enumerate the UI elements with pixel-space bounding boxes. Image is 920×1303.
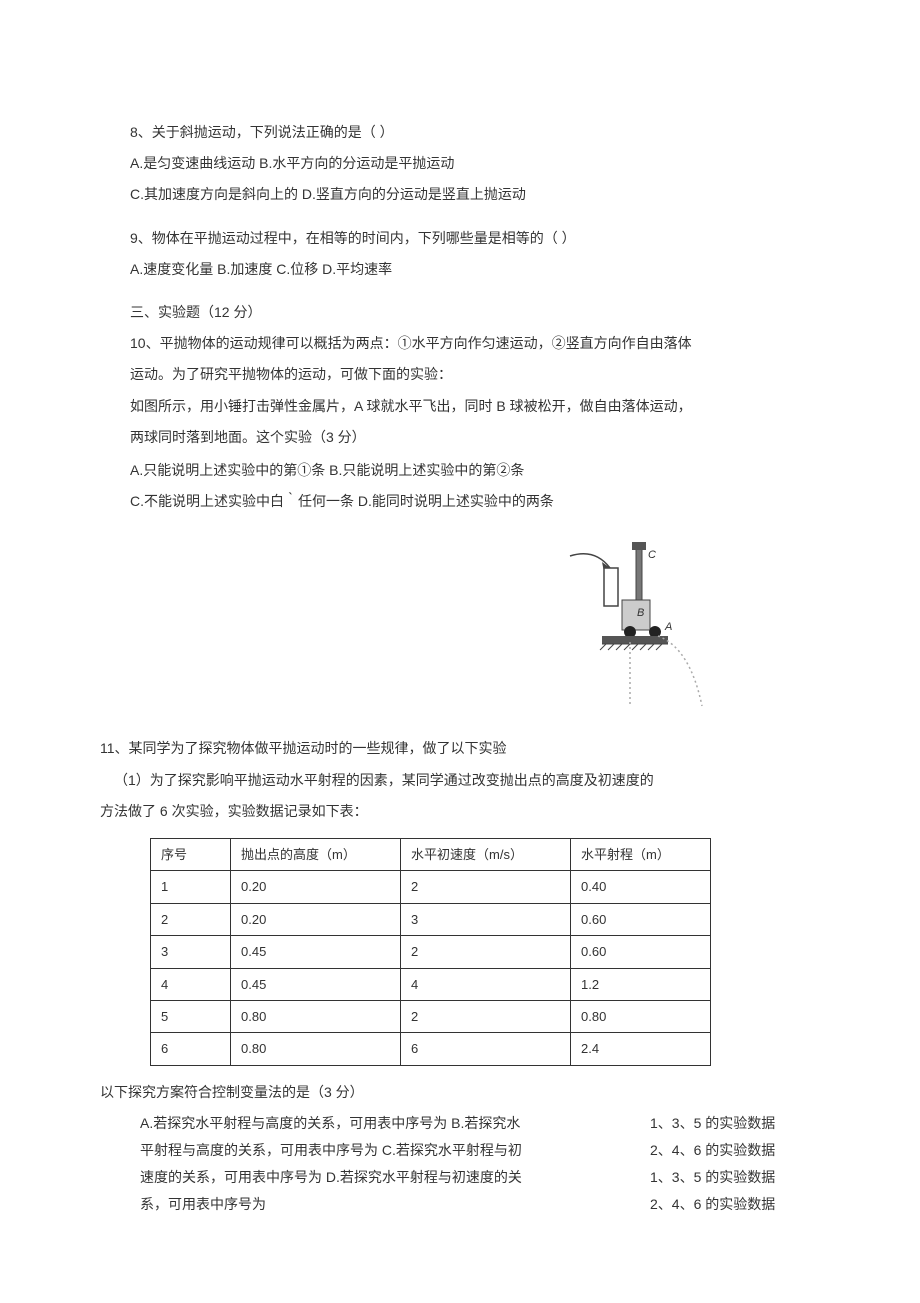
table-cell: 0.20 xyxy=(231,903,401,935)
table-cell: 2 xyxy=(401,936,571,968)
table-cell: 2 xyxy=(401,871,571,903)
q11-data-table: 序号 抛出点的高度（m） 水平初速度（m/s） 水平射程（m） 1 0.20 2… xyxy=(150,838,711,1066)
q10-line4: 两球同时落到地面。这个实验（3 分） xyxy=(130,425,790,450)
q9-prompt: 9、物体在平抛运动过程中，在相等的时间内，下列哪些量是相等的（ ） xyxy=(130,226,790,251)
table-cell: 0.80 xyxy=(231,1033,401,1065)
table-header-cell: 水平初速度（m/s） xyxy=(401,839,571,871)
q8-option-cd: C.其加速度方向是斜向上的 D.竖直方向的分运动是竖直上抛运动 xyxy=(130,182,790,207)
table-header-cell: 序号 xyxy=(151,839,231,871)
table-cell: 0.20 xyxy=(231,871,401,903)
q11-prompt: 11、某同学为了探究物体做平抛运动时的一些规律，做了以下实验 xyxy=(100,736,790,761)
q10-option-ab: A.只能说明上述实验中的第①条 B.只能说明上述实验中的第②条 xyxy=(130,458,790,483)
label-a: A xyxy=(664,621,672,633)
option-text: 2、4、6 的实验数据 xyxy=(650,1192,790,1217)
table-cell: 6 xyxy=(401,1033,571,1065)
table-cell: 0.60 xyxy=(571,936,711,968)
table-cell: 2.4 xyxy=(571,1033,711,1065)
option-text: 平射程与高度的关系，可用表中序号为 C.若探究水平射程与初 xyxy=(140,1138,630,1163)
q10-figure: C B A xyxy=(130,538,790,716)
table-row: 2 0.20 3 0.60 xyxy=(151,903,711,935)
table-row: 5 0.80 2 0.80 xyxy=(151,1000,711,1032)
option-text: A.若探究水平射程与高度的关系，可用表中序号为 B.若探究水 xyxy=(140,1111,630,1136)
q8-prompt: 8、关于斜抛运动，下列说法正确的是（ ） xyxy=(130,120,790,145)
table-row: 6 0.80 6 2.4 xyxy=(151,1033,711,1065)
table-header-row: 序号 抛出点的高度（m） 水平初速度（m/s） 水平射程（m） xyxy=(151,839,711,871)
table-header-cell: 抛出点的高度（m） xyxy=(231,839,401,871)
table-header-cell: 水平射程（m） xyxy=(571,839,711,871)
table-cell: 0.80 xyxy=(231,1000,401,1032)
option-text: 系，可用表中序号为 xyxy=(140,1192,630,1217)
table-cell: 2 xyxy=(401,1000,571,1032)
table-cell: 1.2 xyxy=(571,968,711,1000)
q10-option-cd: C.不能说明上述实验中白｀任何一条 D.能同时说明上述实验中的两条 xyxy=(130,489,790,514)
q11-sub1a: （1）为了探究影响平抛运动水平射程的因素，某同学通过改变抛出点的高度及初速度的 xyxy=(100,768,790,793)
q11-discuss: 以下探究方案符合控制变量法的是（3 分） xyxy=(100,1080,790,1105)
table-cell: 2 xyxy=(151,903,231,935)
q9-options: A.速度变化量 B.加速度 C.位移 D.平均速率 xyxy=(130,257,790,282)
q11-options-left: A.若探究水平射程与高度的关系，可用表中序号为 B.若探究水 平射程与高度的关系… xyxy=(140,1111,640,1220)
table-cell: 0.80 xyxy=(571,1000,711,1032)
label-c: C xyxy=(648,549,656,561)
table-cell: 6 xyxy=(151,1033,231,1065)
q10-line2: 运动。为了研究平抛物体的运动，可做下面的实验： xyxy=(130,362,790,387)
table-cell: 0.60 xyxy=(571,903,711,935)
table-cell: 1 xyxy=(151,871,231,903)
table-cell: 4 xyxy=(151,968,231,1000)
table-row: 3 0.45 2 0.60 xyxy=(151,936,711,968)
q8-option-ab: A.是匀变速曲线运动 B.水平方向的分运动是平抛运动 xyxy=(130,151,790,176)
table-row: 1 0.20 2 0.40 xyxy=(151,871,711,903)
option-text: 2、4、6 的实验数据 xyxy=(650,1138,790,1163)
q11-options-grid: A.若探究水平射程与高度的关系，可用表中序号为 B.若探究水 平射程与高度的关系… xyxy=(100,1111,790,1220)
q11-options-right: 1、3、5 的实验数据 2、4、6 的实验数据 1、3、5 的实验数据 2、4、… xyxy=(640,1111,790,1220)
table-cell: 0.45 xyxy=(231,936,401,968)
table-cell: 3 xyxy=(401,903,571,935)
table-cell: 0.40 xyxy=(571,871,711,903)
experiment-diagram-icon: C B A xyxy=(540,538,710,708)
option-text: 1、3、5 的实验数据 xyxy=(650,1111,790,1136)
table-cell: 0.45 xyxy=(231,968,401,1000)
table-row: 4 0.45 4 1.2 xyxy=(151,968,711,1000)
q10-line1: 10、平抛物体的运动规律可以概括为两点：①水平方向作匀速运动，②竖直方向作自由落… xyxy=(130,331,790,356)
q11-sub1b: 方法做了 6 次实验，实验数据记录如下表： xyxy=(100,799,790,824)
label-b: B xyxy=(637,607,644,619)
option-text: 速度的关系，可用表中序号为 D.若探究水平射程与初速度的关 xyxy=(140,1165,630,1190)
table-cell: 5 xyxy=(151,1000,231,1032)
table-cell: 3 xyxy=(151,936,231,968)
table-cell: 4 xyxy=(401,968,571,1000)
q10-line3: 如图所示，用小锤打击弹性金属片，A 球就水平飞出，同时 B 球被松开，做自由落体… xyxy=(130,394,790,419)
option-text: 1、3、5 的实验数据 xyxy=(650,1165,790,1190)
section3-title: 三、实验题（12 分） xyxy=(130,300,790,325)
